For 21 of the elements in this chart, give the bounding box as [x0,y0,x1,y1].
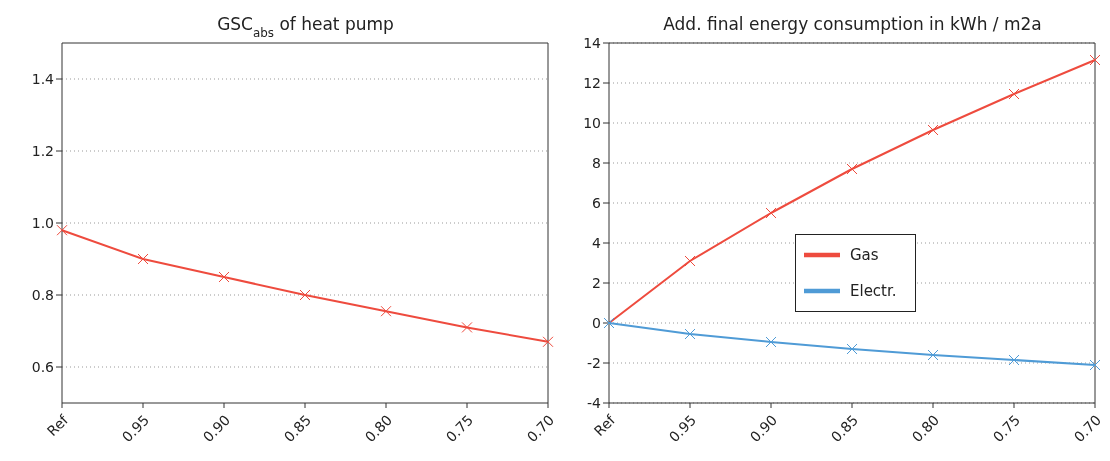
y-tick-label: -2 [587,354,601,371]
y-tick-label: 4 [592,234,602,251]
x-tick-label: Ref [43,411,72,440]
y-tick-label: 8 [592,154,601,171]
chart-title: Add. final energy consumption in kWh / m2a [663,14,1042,34]
y-tick-label: 14 [583,34,602,51]
y-tick-label: 6 [592,194,602,211]
y-tick-label: 1.0 [31,214,54,231]
legend-label: Gas [850,245,879,264]
legend-label: Electr. [850,281,897,300]
y-tick-label: 1.4 [31,70,55,87]
y-tick-label: 0.6 [31,358,55,375]
y-tick-label: 2 [592,274,601,291]
y-tick-label: 0 [592,314,601,331]
y-tick-label: 0.8 [31,286,54,303]
x-tick-label: Ref [590,411,619,440]
y-tick-label: 12 [583,74,601,91]
chart-title: GSC$_{abs}$ of heat pump [217,14,394,40]
y-tick-label: 10 [583,114,601,131]
y-tick-label: 1.2 [31,142,54,159]
y-tick-label: -4 [587,394,602,411]
